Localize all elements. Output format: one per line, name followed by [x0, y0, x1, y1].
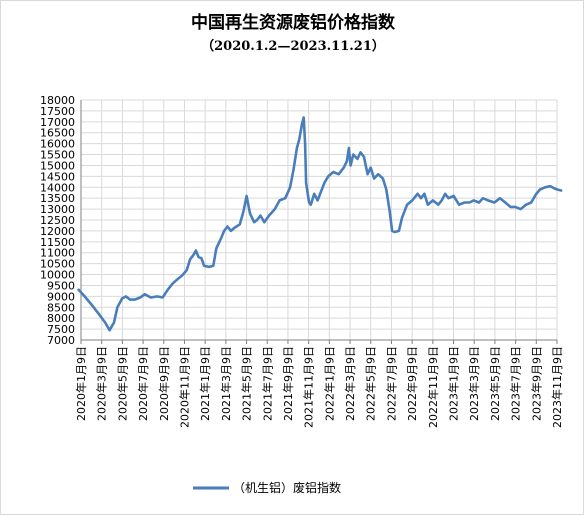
x-tick-label: 2021年7月9日: [260, 346, 274, 421]
x-tick-label: 2020年11月9日: [177, 346, 191, 428]
x-tick-label: 2023年3月9日: [467, 346, 481, 421]
x-tick-label: 2021年3月9日: [219, 346, 233, 421]
x-tick-label: 2020年1月9日: [74, 346, 88, 421]
y-tick-label: 11000: [40, 247, 75, 260]
y-tick-label: 12000: [40, 225, 75, 238]
x-tick-label: 2021年5月9日: [240, 346, 254, 421]
x-tick-label: 2023年7月9日: [509, 346, 523, 421]
legend-label: （机生铝）废铝指数: [233, 480, 341, 495]
x-tick-label: 2022年9月9日: [405, 346, 419, 421]
y-tick-label: 7000: [47, 334, 75, 347]
x-tick-label: 2020年5月9日: [115, 346, 129, 421]
series-layer: [77, 116, 563, 332]
x-tick-label: 2022年5月9日: [364, 346, 378, 421]
y-tick-label: 18000: [40, 94, 75, 107]
y-tick-label: 13000: [40, 203, 75, 216]
y-tick-label: 17500: [40, 105, 75, 118]
y-tick-label: 13500: [40, 192, 75, 205]
x-tick-label: 2021年11月9日: [302, 346, 316, 428]
series-line: [77, 116, 563, 332]
x-tick-label: 2020年3月9日: [95, 346, 109, 421]
x-tick-label: 2023年1月9日: [447, 346, 461, 421]
y-tick-label: 11500: [40, 236, 75, 249]
y-tick-label: 17000: [40, 116, 75, 129]
y-tick-label: 10500: [40, 258, 75, 271]
chart-title: 中国再生资源废铝价格指数: [191, 12, 396, 33]
x-tick-label: 2023年5月9日: [488, 346, 502, 421]
y-tick-label: 15500: [40, 149, 75, 162]
x-tick-label: 2021年1月9日: [198, 346, 212, 421]
x-tick-label: 2020年9月9日: [157, 346, 171, 421]
x-tick-label: 2022年1月9日: [322, 346, 336, 421]
axes: [80, 100, 558, 344]
legend: （机生铝）废铝指数: [193, 480, 341, 495]
y-tick-label: 9500: [47, 279, 75, 292]
y-tick-label: 14000: [40, 181, 75, 194]
x-tick-label: 2022年7月9日: [384, 346, 398, 421]
y-tick-label: 16500: [40, 127, 75, 140]
x-tick-label: 2023年11月9日: [550, 346, 564, 428]
y-tick-label: 16000: [40, 138, 75, 151]
y-tick-label: 9000: [47, 290, 75, 303]
gridlines: [80, 99, 558, 341]
x-tick-label: 2020年7月9日: [136, 346, 150, 421]
y-tick-label: 7500: [47, 323, 75, 336]
y-tick-label: 15000: [40, 159, 75, 172]
x-tick-label: 2023年9月9日: [529, 346, 543, 421]
x-tick-label: 2022年3月9日: [343, 346, 357, 421]
y-tick-label: 10000: [40, 269, 75, 282]
y-axis-ticks: 7000750080008500900095001000010500110001…: [40, 94, 75, 347]
y-tick-label: 12500: [40, 214, 75, 227]
x-axis-ticks: 2020年1月9日 2020年3月9日 2020年5月9日 2020年7月9日 2020…: [74, 346, 564, 428]
x-tick-label: 2022年11月9日: [426, 346, 440, 428]
y-tick-label: 8500: [47, 301, 75, 314]
y-tick-label: 14500: [40, 170, 75, 183]
chart-subtitle: （2020.1.2—2023.11.21）: [201, 38, 385, 54]
y-tick-label: 8000: [47, 312, 75, 325]
x-tick-label: 2021年9月9日: [281, 346, 295, 421]
